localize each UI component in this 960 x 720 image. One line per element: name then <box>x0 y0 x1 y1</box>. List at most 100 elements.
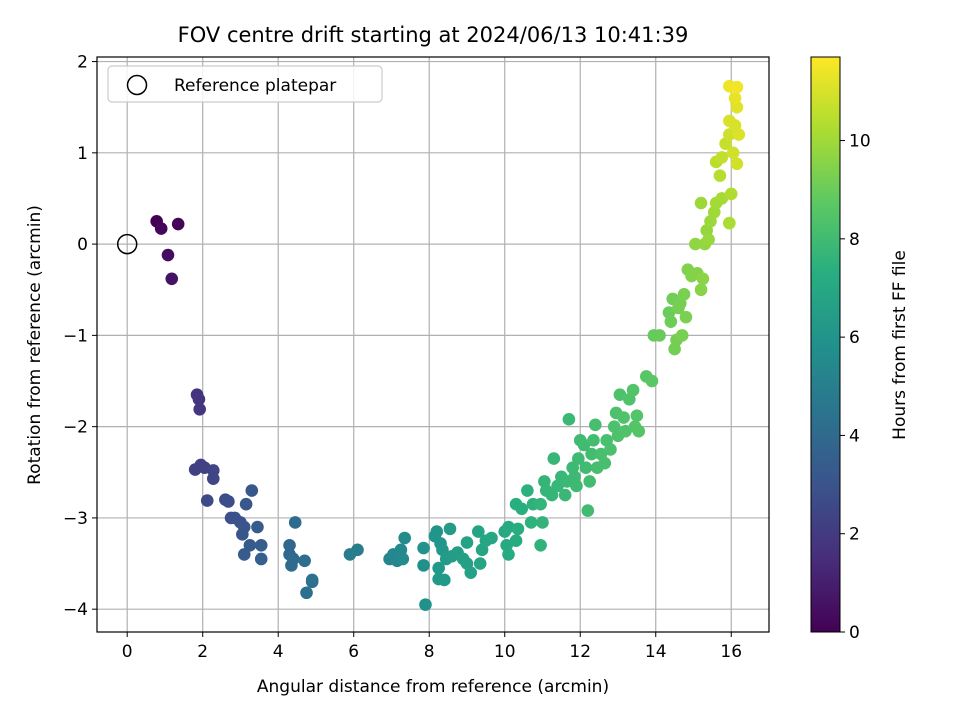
data-point <box>524 516 538 529</box>
colorbar-tick-label: 8 <box>849 230 860 250</box>
y-tick-label: −3 <box>63 509 88 529</box>
data-point <box>206 472 220 485</box>
y-axis-label: Rotation from reference (arcmin) <box>25 205 45 485</box>
y-tick-label: 2 <box>77 53 88 73</box>
data-point <box>473 557 487 570</box>
x-tick-label: 10 <box>494 642 516 662</box>
y-tick-label: −1 <box>63 326 88 346</box>
data-point <box>632 424 646 438</box>
data-point <box>617 411 630 424</box>
data-point <box>245 484 259 497</box>
data-point <box>630 409 644 422</box>
data-point <box>251 520 264 534</box>
data-point <box>509 534 523 548</box>
x-tick-label: 16 <box>720 642 742 662</box>
data-point <box>171 217 185 231</box>
data-point <box>222 495 235 508</box>
x-tick-label: 14 <box>645 642 667 662</box>
data-point <box>464 566 478 579</box>
colorbar-ticks: 0 2 4 6 8 10 <box>840 132 871 643</box>
data-point <box>534 538 547 552</box>
data-point <box>472 525 485 538</box>
y-tick-label: 0 <box>77 235 88 255</box>
colorbar-tick-label: 6 <box>849 328 860 348</box>
plot-area <box>97 57 769 632</box>
x-axis-label: Angular distance from reference (arcmin) <box>257 677 609 697</box>
data-point <box>645 374 659 388</box>
data-point <box>723 216 736 230</box>
data-point <box>723 114 736 128</box>
data-point <box>438 573 451 587</box>
data-point <box>726 146 740 160</box>
x-tick-label: 8 <box>424 642 435 662</box>
colorbar <box>810 56 841 633</box>
data-point <box>696 272 710 286</box>
data-point <box>724 187 738 201</box>
data-point <box>619 424 632 438</box>
y-axis-ticks: −4 −3 −2 −1 0 1 2 <box>63 53 97 620</box>
x-tick-label: 0 <box>122 642 133 662</box>
data-point <box>154 222 168 235</box>
y-tick-label: −2 <box>63 418 88 438</box>
data-point <box>723 128 736 141</box>
x-tick-label: 4 <box>273 642 284 662</box>
data-point <box>417 541 430 555</box>
data-point <box>536 516 549 529</box>
data-point <box>713 169 727 182</box>
data-point <box>502 520 515 534</box>
plot-frame <box>96 56 770 633</box>
data-point <box>300 586 313 600</box>
data-point <box>679 310 693 324</box>
data-point <box>715 151 729 164</box>
data-point <box>285 559 298 572</box>
data-point <box>432 561 445 575</box>
data-point <box>398 531 411 545</box>
data-point <box>305 573 319 587</box>
data-point <box>581 504 595 517</box>
legend: Reference platepar <box>107 65 383 103</box>
data-point <box>732 128 746 141</box>
data-point <box>730 157 744 171</box>
data-point <box>200 494 214 507</box>
legend-box <box>107 65 383 103</box>
data-point <box>193 403 206 416</box>
data-point <box>254 552 268 566</box>
data-point <box>502 548 515 561</box>
data-point <box>430 525 444 538</box>
data-point <box>547 452 561 465</box>
data-point <box>515 502 529 516</box>
data-point <box>417 559 430 572</box>
data-point <box>587 434 600 447</box>
data-point <box>702 233 715 246</box>
data-point <box>572 452 585 465</box>
data-point <box>577 438 591 452</box>
data-point <box>521 484 534 497</box>
data-point <box>161 248 175 262</box>
data-point <box>236 528 249 541</box>
data-point <box>583 475 596 488</box>
colorbar-tick-label: 10 <box>849 132 871 152</box>
data-point <box>730 80 744 94</box>
legend-entry-reference-platepar: Reference platepar <box>174 76 336 96</box>
reference-platepar-marker <box>116 233 138 255</box>
data-point <box>192 392 206 406</box>
data-point <box>396 552 410 566</box>
data-point <box>689 237 702 251</box>
x-axis-ticks: 0 2 4 6 8 10 12 14 16 <box>122 632 742 662</box>
data-points <box>150 79 746 611</box>
data-point <box>558 488 572 502</box>
x-tick-label: 2 <box>197 642 208 662</box>
x-tick-label: 6 <box>348 642 359 662</box>
data-point <box>298 554 311 568</box>
data-point <box>419 598 432 611</box>
data-point <box>675 329 689 342</box>
colorbar-tick-label: 0 <box>849 623 860 643</box>
legend-marker-icon <box>126 74 148 96</box>
x-tick-label: 12 <box>569 642 591 662</box>
data-point <box>254 538 268 552</box>
colorbar-label: Hours from first FF file <box>890 250 910 440</box>
data-point <box>283 538 296 552</box>
data-point <box>589 418 602 432</box>
data-point <box>604 443 617 456</box>
data-point <box>579 461 593 475</box>
